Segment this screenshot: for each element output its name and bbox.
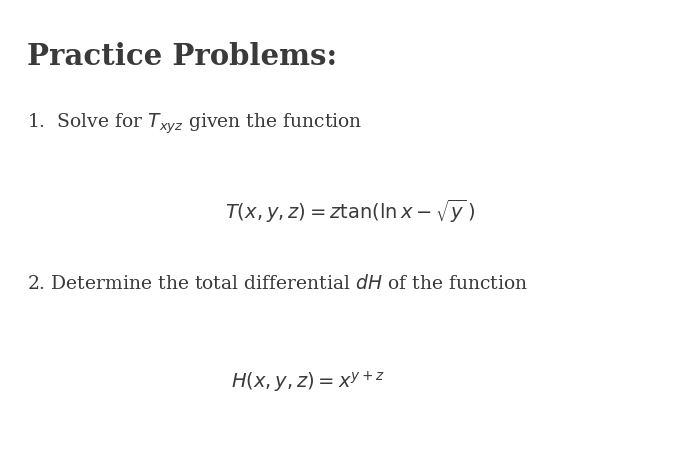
Text: 2. Determine the total differential $dH$ of the function: 2. Determine the total differential $dH$…	[27, 274, 528, 293]
Text: Practice Problems:: Practice Problems:	[27, 42, 337, 71]
Text: 1.  Solve for $T_{xyz}$ given the function: 1. Solve for $T_{xyz}$ given the functio…	[27, 112, 362, 136]
Text: $T(x, y, z) = z\tan(\ln x - \sqrt{y}\,)$: $T(x, y, z) = z\tan(\ln x - \sqrt{y}\,)$	[225, 198, 475, 225]
Text: $H(x, y, z) = x^{y+z}$: $H(x, y, z) = x^{y+z}$	[231, 370, 385, 395]
